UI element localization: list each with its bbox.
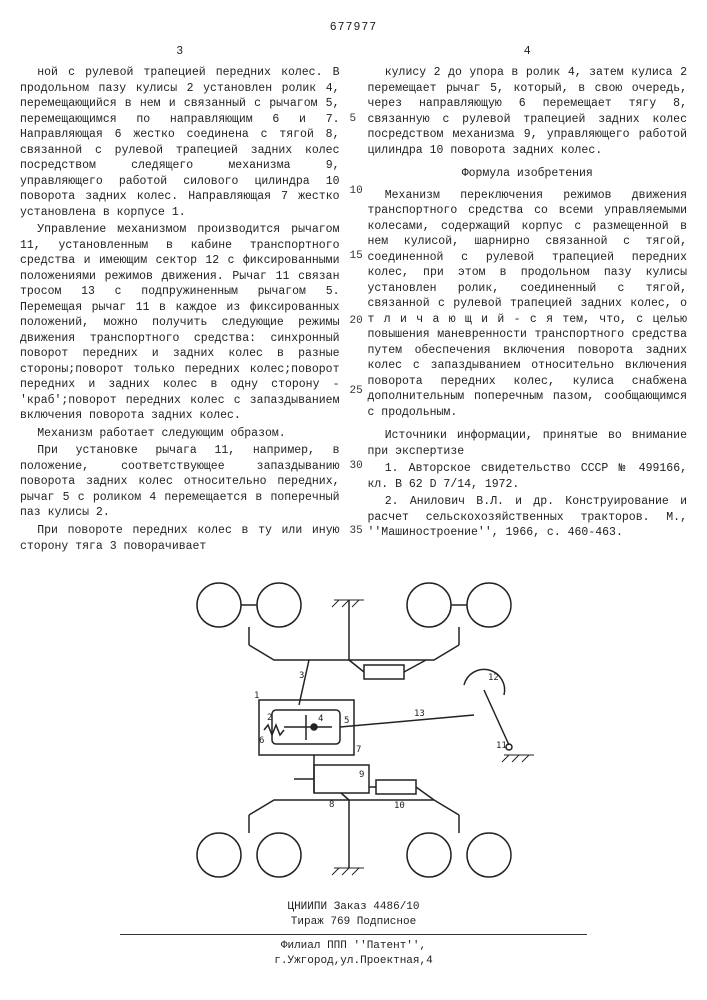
right-col-number: 4 [368, 44, 688, 60]
svg-text:8: 8 [329, 800, 334, 810]
svg-text:7: 7 [356, 745, 361, 755]
svg-text:13: 13 [414, 709, 425, 719]
line-number: 20 [350, 314, 363, 329]
paragraph: Механизм работает следующим образом. [20, 426, 340, 442]
text-columns: 3 ной с рулевой трапецией передних колес… [20, 44, 687, 557]
line-number: 5 [350, 112, 357, 127]
source-item: 2. Анилович В.Л. и др. Конструирование и… [368, 494, 688, 541]
paragraph: При установке рычага 11, например, в пол… [20, 443, 340, 521]
left-col-number: 3 [20, 44, 340, 60]
line-number: 30 [350, 459, 363, 474]
patent-number: 677977 [20, 20, 687, 36]
source-item: 1. Авторское свидетельство СССР № 499166… [368, 461, 688, 492]
line-number: 10 [350, 184, 363, 199]
line-number: 15 [350, 249, 363, 264]
svg-text:3: 3 [299, 671, 304, 681]
svg-text:11: 11 [496, 741, 507, 751]
svg-text:1: 1 [254, 691, 259, 701]
svg-text:2: 2 [267, 713, 272, 723]
formula-paragraph: Механизм переключения режимов движения т… [368, 188, 688, 421]
svg-text:4: 4 [318, 714, 323, 724]
left-column: 3 ной с рулевой трапецией передних колес… [20, 44, 340, 557]
line-number: 35 [350, 524, 363, 539]
paragraph: кулису 2 до упора в ролик 4, затем кулис… [368, 65, 688, 158]
footer-order: ЦНИИПИ Заказ 4486/10 [287, 900, 419, 915]
paragraph: При повороте передних колес в ту или ину… [20, 523, 340, 554]
formula-title: Формула изобретения [368, 166, 688, 182]
svg-text:12: 12 [488, 673, 499, 683]
sources-title: Источники информации, принятые во вниман… [368, 428, 688, 459]
paragraph: ной с рулевой трапецией передних колес. … [20, 65, 340, 220]
svg-text:10: 10 [394, 801, 405, 811]
svg-text:9: 9 [359, 770, 364, 780]
footer-address: г.Ужгород,ул.Проектная,4 [20, 954, 687, 969]
line-number: 25 [350, 384, 363, 399]
footer-tirazh: Тираж 769 Подписное [20, 915, 687, 930]
mechanism-diagram: 3 1 2 4 5 6 7 8 9 10 11 12 13 [164, 570, 544, 890]
footer: ЦНИИПИ Заказ 4486/10 Тираж 769 Подписное… [20, 900, 687, 968]
svg-text:5: 5 [344, 716, 349, 726]
footer-filial: Филиал ППП ''Патент'', [20, 939, 687, 954]
right-column: 5 10 15 20 25 30 35 4 кулису 2 до упора … [368, 44, 688, 557]
paragraph: Управление механизмом производится рычаг… [20, 222, 340, 424]
svg-text:6: 6 [259, 736, 264, 746]
